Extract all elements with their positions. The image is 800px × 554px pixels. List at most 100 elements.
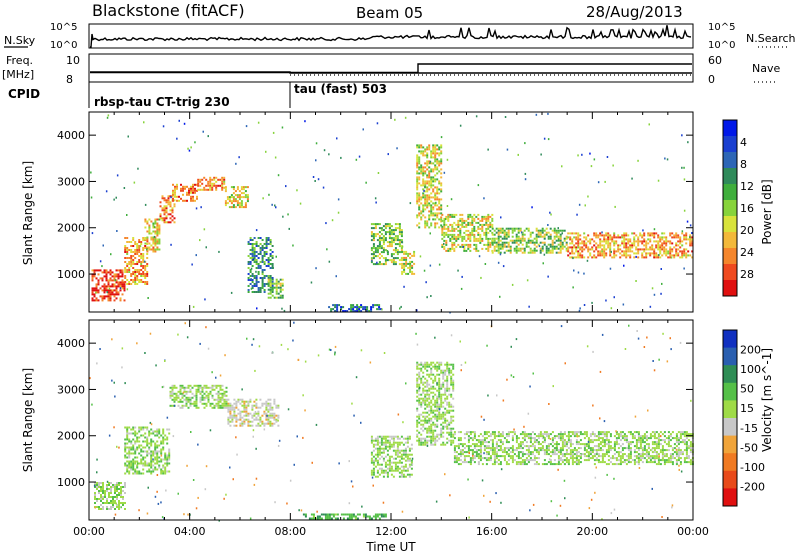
heatmap-cell <box>428 409 431 412</box>
heatmap-cell <box>106 500 108 502</box>
heatmap-cell <box>156 234 159 237</box>
heatmap-cell <box>372 469 375 472</box>
heatmap-cell <box>511 459 514 462</box>
heatmap-cell <box>179 392 182 395</box>
heatmap-cell <box>583 304 586 306</box>
heatmap-cell <box>446 425 449 428</box>
heatmap-cell <box>491 439 494 442</box>
heatmap-cell <box>653 254 656 257</box>
heatmap-cell <box>199 184 202 187</box>
heatmap-cell <box>467 215 470 218</box>
heatmap-cell <box>533 455 536 458</box>
heatmap-cell <box>195 406 198 409</box>
heatmap-cell <box>171 207 174 210</box>
heatmap-cell <box>162 430 165 433</box>
heatmap-cell <box>203 386 206 389</box>
heatmap-cell <box>199 180 202 183</box>
heatmap-cell <box>445 233 448 236</box>
heatmap-cell <box>420 423 423 426</box>
heatmap-cell <box>561 229 564 232</box>
heatmap-cell <box>587 195 589 198</box>
heatmap-cell <box>609 234 612 237</box>
heatmap-cell <box>571 238 574 241</box>
heatmap-cell <box>461 217 464 220</box>
heatmap-cell <box>432 415 435 418</box>
heatmap-cell <box>525 243 528 246</box>
heatmap-cell <box>386 245 389 248</box>
heatmap-cell <box>675 244 678 247</box>
heatmap-cell <box>211 184 214 187</box>
heatmap-cell <box>471 453 474 456</box>
heatmap-cell <box>553 443 556 446</box>
heatmap-cell <box>263 243 266 245</box>
heatmap-cell <box>265 253 268 255</box>
heatmap-cell <box>400 453 403 456</box>
heatmap-cell <box>221 184 224 187</box>
heatmap-cell <box>440 415 443 418</box>
heatmap-cell <box>418 389 421 392</box>
heatmap-cell <box>201 396 204 399</box>
heatmap-cell <box>438 226 441 229</box>
heatmap-cell <box>440 427 443 430</box>
heatmap-cell <box>165 207 168 210</box>
heatmap-cell <box>463 237 466 240</box>
heatmap-cell <box>422 399 425 402</box>
heatmap-cell <box>557 443 560 446</box>
heatmap-cell <box>144 203 147 206</box>
heatmap-cell <box>126 237 129 239</box>
heatmap-cell <box>424 443 427 446</box>
heatmap-cell <box>418 196 421 199</box>
heatmap-cell <box>243 408 246 411</box>
heatmap-cell <box>171 215 174 218</box>
heatmap-cell <box>136 466 139 469</box>
heatmap-cell <box>524 142 526 145</box>
heatmap-cell <box>185 386 188 389</box>
heatmap-cell <box>204 298 206 301</box>
heatmap-cell <box>589 254 592 257</box>
heatmap-cell <box>463 459 466 462</box>
heatmap-cell <box>505 233 508 236</box>
heatmap-cell <box>390 443 393 446</box>
heatmap-cell <box>521 451 524 454</box>
heatmap-cell <box>527 449 530 452</box>
heatmap-cell <box>511 447 514 450</box>
heatmap-cell <box>627 234 630 237</box>
heatmap-cell <box>162 472 165 475</box>
heatmap-cell <box>527 447 530 450</box>
heatmap-cell <box>442 405 445 408</box>
heatmap-cell <box>97 283 100 286</box>
heatmap-cell <box>205 184 208 187</box>
heatmap-cell <box>430 427 433 430</box>
heatmap-cell <box>386 223 389 226</box>
heatmap-cell <box>563 245 566 248</box>
heatmap-cell <box>499 449 502 452</box>
heatmap-cell <box>239 424 242 427</box>
heatmap-cell <box>401 241 404 244</box>
heatmap-cell <box>440 405 443 408</box>
heatmap-cell <box>326 248 328 251</box>
heatmap-cell <box>273 296 276 299</box>
heatmap-cell <box>424 415 427 418</box>
heatmap-cell <box>372 439 375 442</box>
heatmap-cell <box>128 460 131 463</box>
heatmap-cell <box>116 484 118 486</box>
heatmap-cell <box>160 448 163 451</box>
heatmap-cell <box>410 447 413 450</box>
heatmap-cell <box>139 245 142 248</box>
heatmap-cell <box>481 219 484 222</box>
heatmap-cell <box>535 449 538 452</box>
heatmap-cell <box>384 233 387 236</box>
heatmap-cell <box>609 254 612 257</box>
heatmap-cell <box>136 464 139 467</box>
heatmap-cell <box>380 227 383 230</box>
heatmap-cell <box>261 279 264 281</box>
heatmap-cell <box>109 295 112 298</box>
heatmap-cell <box>497 249 500 252</box>
heatmap-cell <box>137 167 139 170</box>
heatmap-cell <box>197 184 200 187</box>
heatmap-cell <box>124 247 127 249</box>
heatmap-cell <box>551 437 554 440</box>
heatmap-cell <box>150 470 153 473</box>
heatmap-cell <box>233 410 236 413</box>
